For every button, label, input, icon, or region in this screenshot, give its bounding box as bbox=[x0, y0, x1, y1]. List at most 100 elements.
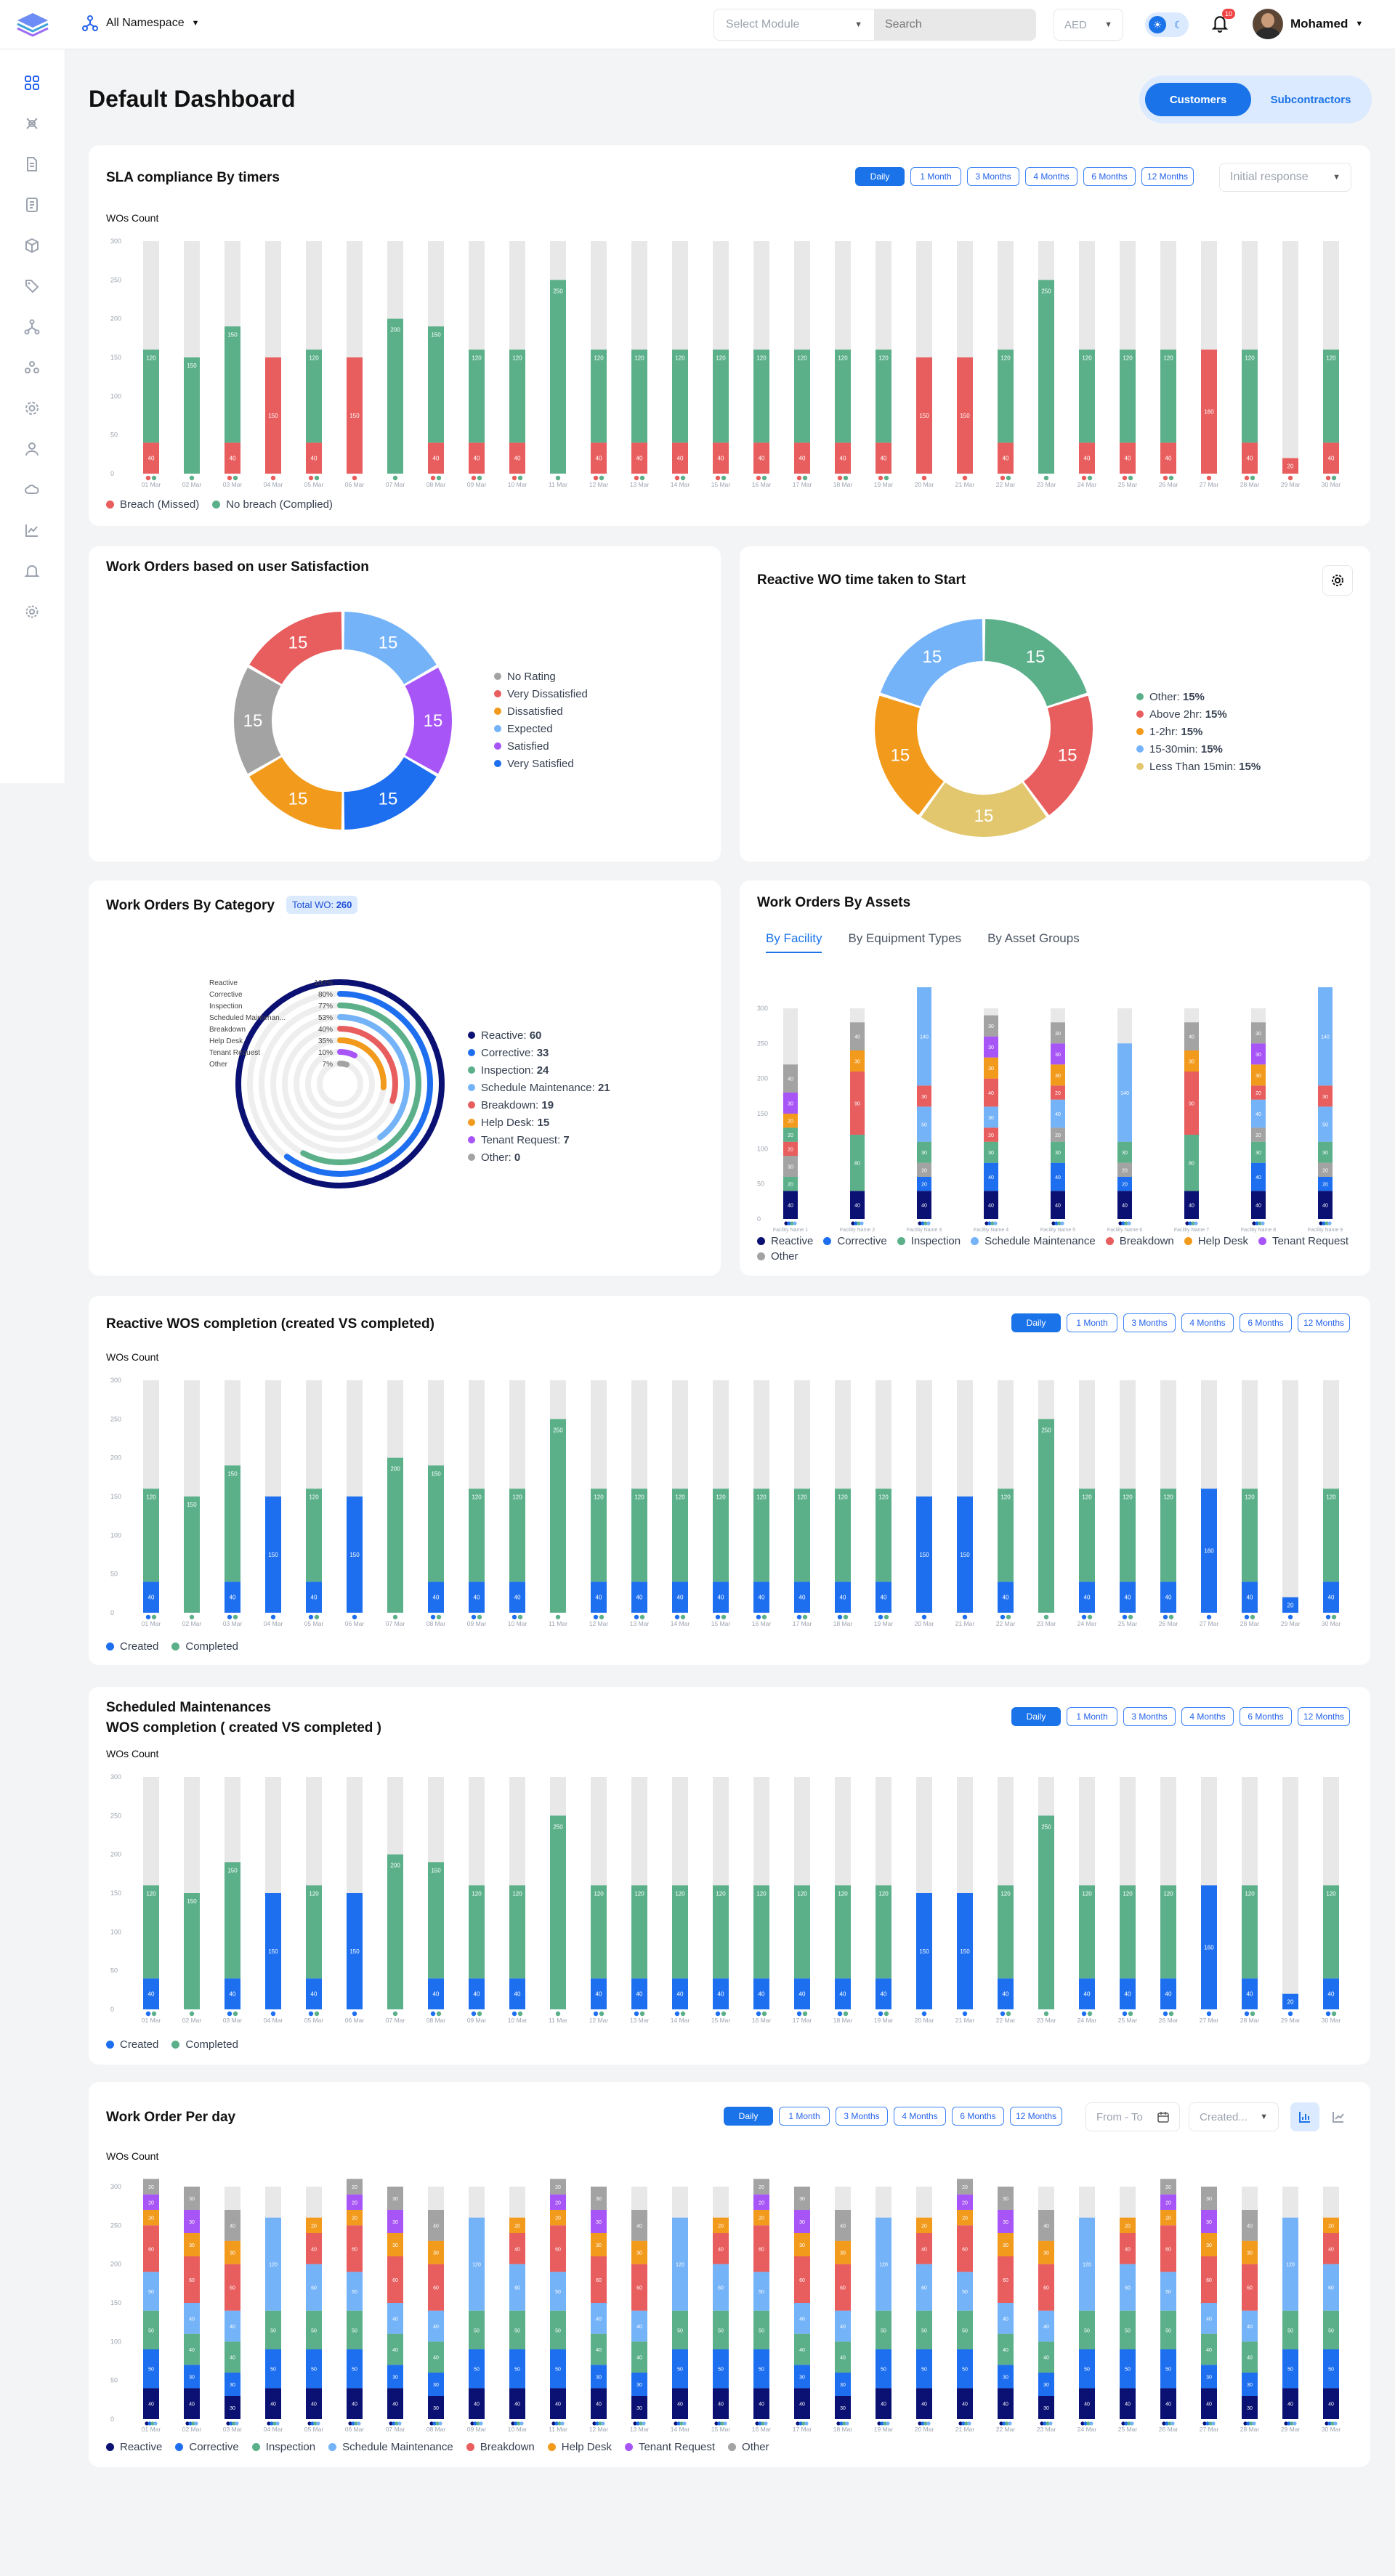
period-12-months[interactable]: 12 Months bbox=[1010, 2107, 1062, 2126]
period-4-months[interactable]: 4 Months bbox=[1181, 1707, 1234, 1726]
pd-dot bbox=[1002, 2421, 1006, 2426]
theme-toggle[interactable]: ☀ ☾ bbox=[1145, 12, 1189, 37]
sat-slice-label: 15 bbox=[379, 633, 398, 653]
pd-value-label: 20 bbox=[311, 2224, 317, 2229]
period-6-months[interactable]: 6 Months bbox=[1240, 1707, 1292, 1726]
pd-value-label: 30 bbox=[392, 2375, 398, 2380]
sidebar-item-reports[interactable] bbox=[22, 195, 42, 215]
period-12-months[interactable]: 12 Months bbox=[1298, 1707, 1350, 1726]
pd-bar-seg bbox=[1038, 2396, 1054, 2419]
subcontractors-tab[interactable]: Subcontractors bbox=[1270, 93, 1351, 106]
legend-label: Inspection: bbox=[481, 1064, 537, 1077]
pd-dot bbox=[554, 2421, 559, 2426]
sidebar-item-assets[interactable] bbox=[22, 235, 42, 256]
notification-bell[interactable]: 10 bbox=[1210, 9, 1236, 35]
period-6-months[interactable]: 6 Months bbox=[1240, 1313, 1292, 1332]
rc-value-label: 40 bbox=[636, 1595, 643, 1601]
sla-dot bbox=[1244, 475, 1250, 481]
rc-bar-top bbox=[672, 1489, 688, 1582]
perday-dropdown[interactable]: Created... ▼ bbox=[1189, 2102, 1279, 2131]
line-chart-view-button[interactable] bbox=[1324, 2102, 1353, 2131]
pd-ytick: 200 bbox=[110, 2261, 121, 2268]
sla-value-label: 40 bbox=[311, 455, 318, 462]
period-3-months[interactable]: 3 Months bbox=[1123, 1313, 1176, 1332]
period-4-months[interactable]: 4 Months bbox=[894, 2107, 946, 2126]
sidebar-item-analytics[interactable] bbox=[22, 520, 42, 540]
period-6-months[interactable]: 6 Months bbox=[952, 2107, 1004, 2126]
sidebar-item-cloud[interactable] bbox=[22, 479, 42, 500]
sla-bar-bottom bbox=[1282, 458, 1298, 474]
bar-chart-view-button[interactable] bbox=[1290, 2102, 1319, 2131]
period-3-months[interactable]: 3 Months bbox=[1123, 1707, 1176, 1726]
pd-dot bbox=[194, 2421, 198, 2426]
legend-completed: Completed bbox=[171, 2038, 238, 2051]
reactive-start-settings[interactable] bbox=[1322, 565, 1353, 596]
date-range-input[interactable]: From - To bbox=[1085, 2102, 1180, 2131]
period-3-months[interactable]: 3 Months bbox=[967, 167, 1019, 186]
search-input[interactable] bbox=[875, 9, 1036, 41]
period-6-months[interactable]: 6 Months bbox=[1083, 167, 1136, 186]
sla-dropdown[interactable]: Initial response ▼ bbox=[1219, 163, 1351, 192]
rs-slice bbox=[921, 782, 1047, 837]
sm-value-label: 120 bbox=[472, 1890, 482, 1897]
sidebar-item-documents[interactable] bbox=[22, 154, 42, 174]
sla-dot bbox=[674, 475, 680, 481]
sla-bar-top bbox=[1120, 349, 1136, 443]
period-daily[interactable]: Daily bbox=[1011, 1313, 1061, 1332]
tab-by-equipment-types[interactable]: By Equipment Types bbox=[848, 931, 962, 945]
assets-dot bbox=[1118, 1221, 1123, 1226]
pd-value-label: 50 bbox=[1084, 2328, 1090, 2333]
sla-bar-top bbox=[876, 349, 891, 443]
tab-by-facility[interactable]: By Facility bbox=[766, 931, 822, 953]
sidebar-item-teams[interactable] bbox=[22, 357, 42, 378]
sm-bar-top bbox=[631, 1885, 647, 1979]
period-12-months[interactable]: 12 Months bbox=[1141, 167, 1194, 186]
period-daily[interactable]: Daily bbox=[724, 2107, 773, 2126]
sm-value-label: 120 bbox=[1245, 1890, 1255, 1897]
sidebar-item-dashboard[interactable] bbox=[22, 73, 42, 93]
pd-bar-seg bbox=[225, 2240, 240, 2264]
sla-value-label: 150 bbox=[960, 413, 970, 419]
period-1-month[interactable]: 1 Month bbox=[1067, 1313, 1117, 1332]
sla-bar-bottom bbox=[957, 357, 973, 474]
legend-item: Dissatisfied bbox=[494, 703, 588, 721]
assets-chart: 0501001502002503004020302020203040Facili… bbox=[757, 987, 1343, 1233]
pd-bar-seg bbox=[306, 2264, 322, 2311]
customers-tab[interactable]: Customers bbox=[1145, 83, 1251, 116]
period-3-months[interactable]: 3 Months bbox=[836, 2107, 888, 2126]
pd-bar-seg bbox=[591, 2256, 607, 2303]
namespace-selector[interactable]: All Namespace ▼ bbox=[81, 15, 200, 32]
tab-by-asset-groups[interactable]: By Asset Groups bbox=[987, 931, 1080, 945]
sidebar-item-settings[interactable] bbox=[22, 398, 42, 418]
assets-value-label: 40 bbox=[1055, 1175, 1061, 1180]
user-menu[interactable]: Mohamed ▼ bbox=[1253, 9, 1363, 39]
currency-select[interactable]: AED ▼ bbox=[1054, 9, 1123, 41]
sidebar-item-inventory[interactable] bbox=[22, 276, 42, 296]
rc-value-label: 120 bbox=[512, 1494, 522, 1500]
period-1-month[interactable]: 1 Month bbox=[1067, 1707, 1117, 1726]
sm-bar-top bbox=[509, 1885, 525, 1979]
period-12-months[interactable]: 12 Months bbox=[1298, 1313, 1350, 1332]
period-4-months[interactable]: 4 Months bbox=[1181, 1313, 1234, 1332]
sm-value-label: 120 bbox=[1123, 1890, 1133, 1897]
sla-card: SLA compliance By timers Initial respons… bbox=[89, 145, 1370, 526]
category-ring-pct: 80% bbox=[318, 991, 333, 999]
period-daily[interactable]: Daily bbox=[855, 167, 905, 186]
sidebar-item-hierarchy[interactable] bbox=[22, 317, 42, 337]
sidebar-item-users[interactable] bbox=[22, 439, 42, 459]
app-logo[interactable] bbox=[15, 10, 51, 39]
category-legend: Reactive: 60 Corrective: 33 Inspection: 24… bbox=[468, 1027, 610, 1167]
period-daily[interactable]: Daily bbox=[1011, 1707, 1061, 1726]
sidebar-item-tools[interactable] bbox=[22, 113, 42, 134]
period-4-months[interactable]: 4 Months bbox=[1025, 167, 1077, 186]
sidebar-item-alerts[interactable] bbox=[22, 561, 42, 581]
sla-dropdown-label: Initial response bbox=[1230, 171, 1309, 183]
period-1-month[interactable]: 1 Month bbox=[779, 2107, 830, 2126]
rc-bar-bottom bbox=[957, 1496, 973, 1613]
period-1-month[interactable]: 1 Month bbox=[910, 167, 961, 186]
sidebar-item-config[interactable] bbox=[22, 602, 42, 622]
legend-item: Help Desk: 15 bbox=[468, 1114, 610, 1132]
sm-dot bbox=[1168, 2011, 1174, 2017]
sla-value-label: 40 bbox=[148, 455, 155, 462]
module-select[interactable]: Select Module ▼ bbox=[713, 9, 875, 41]
